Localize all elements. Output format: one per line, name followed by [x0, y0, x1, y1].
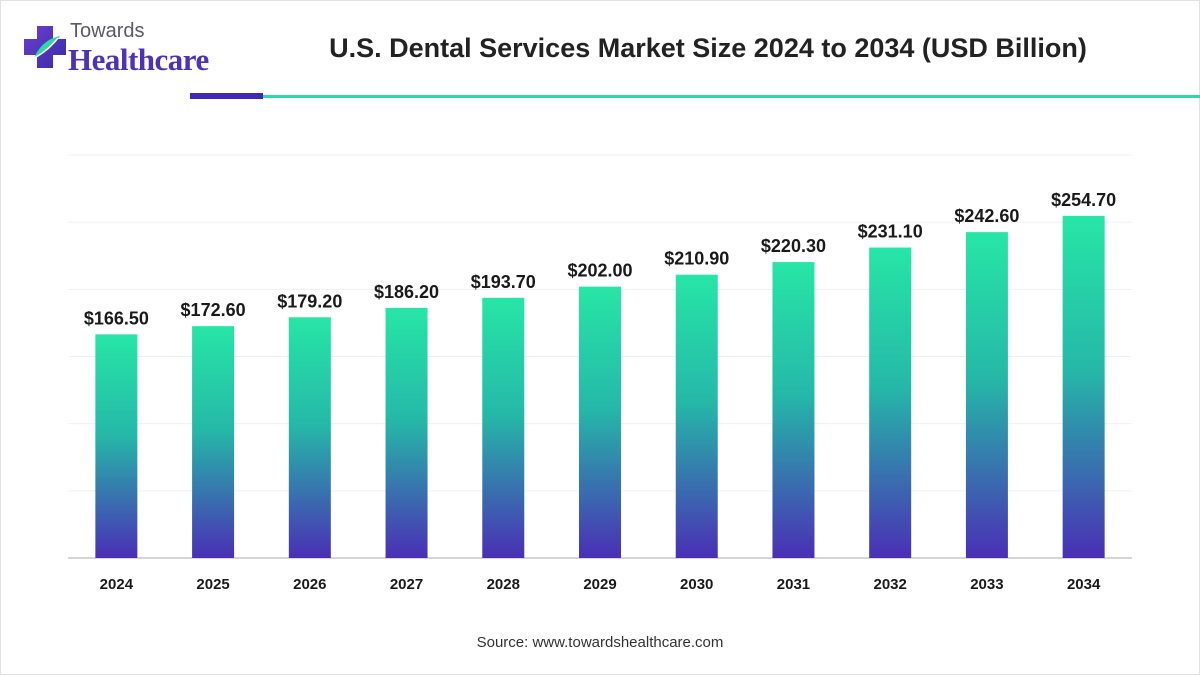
x-tick-label-2026: 2026 — [293, 576, 326, 593]
bar-2031 — [772, 262, 815, 558]
x-tick-label-2032: 2032 — [873, 576, 906, 593]
chart-title: U.S. Dental Services Market Size 2024 to… — [329, 33, 1087, 63]
data-label-2025: $172.60 — [181, 300, 246, 320]
data-label-2028: $193.70 — [471, 272, 536, 292]
bar-2028 — [482, 297, 525, 558]
x-tick-label-2024: 2024 — [100, 576, 134, 593]
bar-2024 — [95, 334, 138, 558]
bar-2027 — [385, 307, 428, 558]
medical-cross-icon — [24, 26, 66, 68]
data-label-2030: $210.90 — [664, 249, 729, 269]
data-label-2029: $202.00 — [567, 261, 632, 281]
x-tick-label-2028: 2028 — [487, 576, 520, 593]
source-note: Source: www.towardshealthcare.com — [476, 634, 724, 651]
data-label-2032: $231.10 — [858, 222, 923, 242]
data-label-2031: $220.30 — [761, 236, 826, 256]
bar-2034 — [1062, 215, 1105, 558]
title-underline — [263, 95, 1200, 98]
data-label-2034: $254.70 — [1051, 190, 1116, 210]
data-label-2026: $179.20 — [277, 291, 342, 311]
brand-logo: Towards Healthcare — [20, 18, 240, 80]
bar-2030 — [675, 274, 718, 558]
title-underline-accent — [190, 93, 263, 99]
bar-2029 — [579, 286, 621, 558]
brand-name-small: Towards — [70, 20, 145, 42]
data-label-2024: $166.50 — [84, 308, 149, 328]
x-tick-label-2031: 2031 — [777, 576, 810, 593]
x-tick-label-2034: 2034 — [1067, 576, 1101, 593]
bar-2025 — [192, 326, 235, 558]
bar-2032 — [869, 247, 912, 558]
brand-name-large: Healthcare — [68, 42, 209, 77]
x-tick-label-2033: 2033 — [970, 576, 1003, 593]
x-tick-label-2029: 2029 — [583, 576, 616, 593]
x-tick-label-2030: 2030 — [680, 576, 713, 593]
bar-2026 — [288, 317, 331, 558]
bar-2033 — [965, 232, 1008, 558]
x-tick-label-2025: 2025 — [196, 576, 229, 593]
x-tick-label-2027: 2027 — [390, 576, 423, 593]
data-label-2033: $242.60 — [954, 206, 1019, 226]
data-label-2027: $186.20 — [374, 282, 439, 302]
